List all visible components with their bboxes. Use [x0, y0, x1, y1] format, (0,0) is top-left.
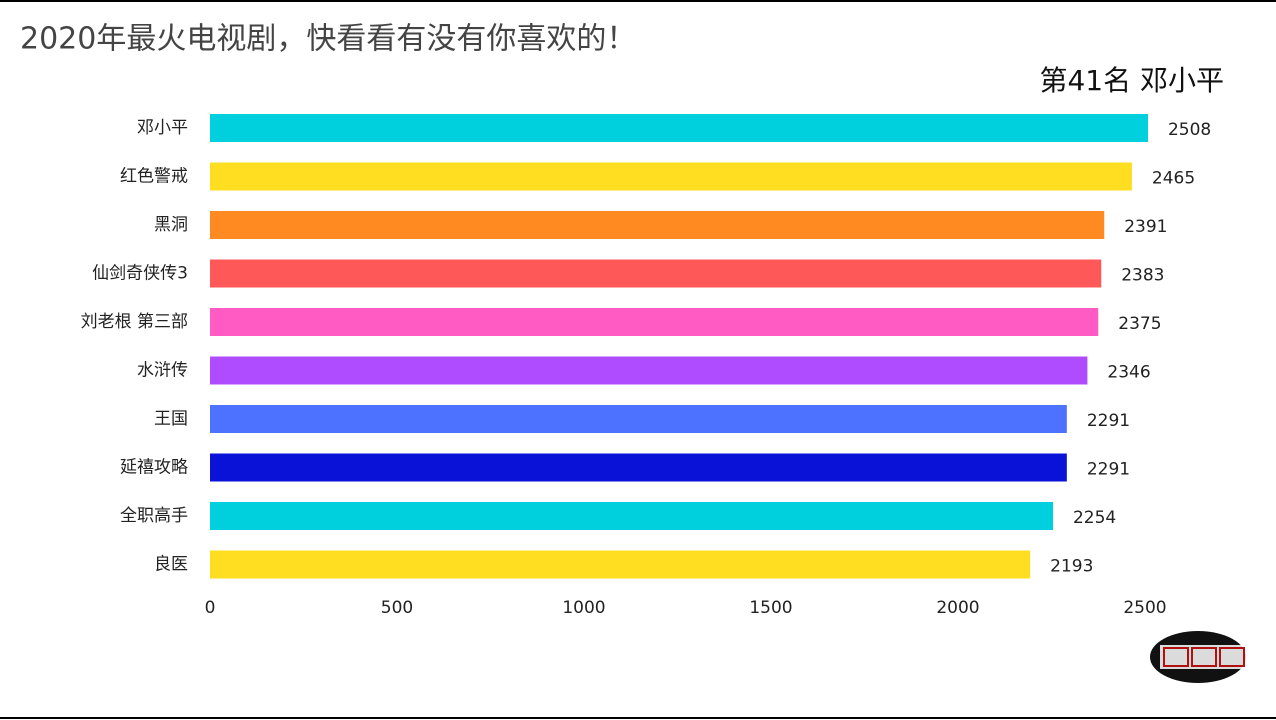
bar [210, 114, 1148, 142]
y-tick-label: 全职高手 [120, 506, 188, 526]
bar [210, 356, 1088, 385]
value-label: 2383 [1121, 266, 1164, 286]
y-tick-label: 良医 [154, 555, 188, 575]
bar [210, 453, 1067, 482]
bar [210, 550, 1031, 579]
chart-title: 2020年最火电视剧，快看看有没有你喜欢的！ [20, 22, 636, 57]
y-tick-label: 邓小平 [137, 118, 188, 138]
logo [1150, 631, 1248, 683]
bar [210, 502, 1053, 530]
value-label: 2291 [1087, 411, 1130, 431]
value-label: 2254 [1073, 508, 1116, 528]
value-label: 2193 [1050, 557, 1093, 577]
y-tick-label: 王国 [154, 409, 188, 429]
bar [210, 405, 1067, 433]
y-tick-label: 水浒传 [137, 361, 188, 381]
x-tick-label: 0 [205, 598, 216, 618]
y-tick-label: 红色警戒 [120, 167, 188, 187]
value-label: 2375 [1118, 314, 1161, 334]
x-tick-label: 2000 [936, 598, 979, 618]
chart-subtitle: 第41名 邓小平 [1039, 64, 1224, 97]
x-tick-label: 500 [381, 598, 413, 618]
y-tick-label: 黑洞 [154, 215, 188, 235]
bar [210, 211, 1105, 239]
x-tick-label: 1500 [749, 598, 792, 618]
value-label: 2291 [1087, 460, 1130, 480]
value-label: 2391 [1124, 217, 1167, 237]
bar [210, 308, 1099, 336]
value-label: 2346 [1107, 363, 1150, 383]
y-tick-label: 仙剑奇侠传3 [92, 264, 188, 284]
bar [210, 259, 1102, 288]
value-label: 2508 [1168, 120, 1211, 140]
x-tick-label: 2500 [1123, 598, 1166, 618]
bar [210, 162, 1132, 191]
y-tick-label: 刘老根 第三部 [81, 312, 188, 332]
y-tick-label: 延禧攻略 [120, 458, 188, 478]
x-tick-label: 1000 [562, 598, 605, 618]
value-label: 2465 [1152, 169, 1195, 189]
